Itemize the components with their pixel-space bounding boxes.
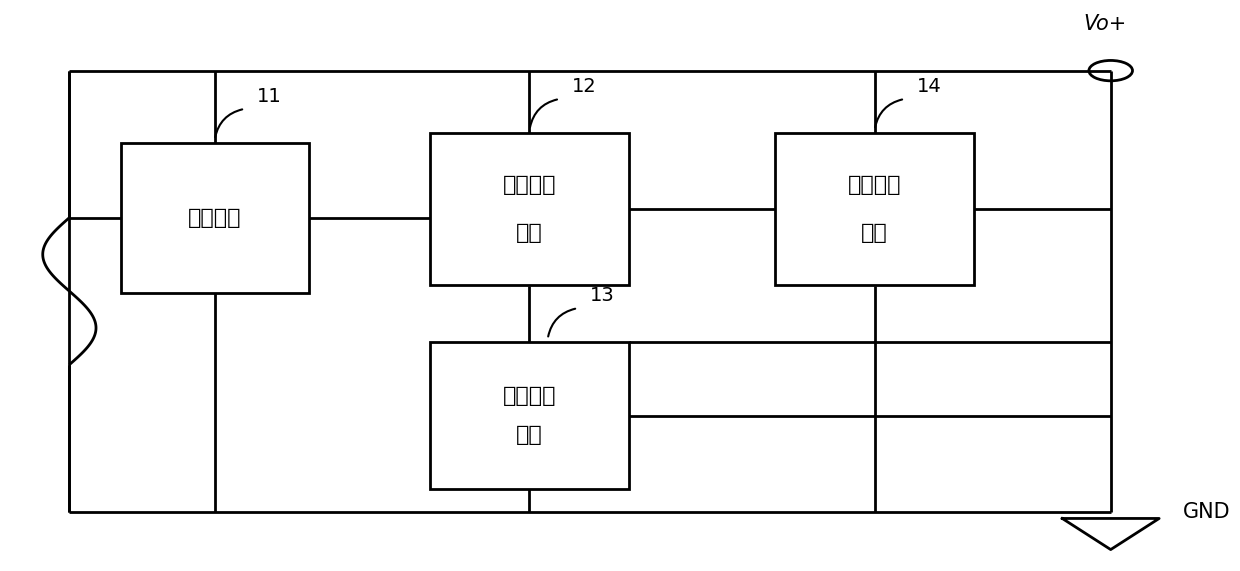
- Text: 电路: 电路: [516, 223, 543, 243]
- Text: 电路: 电路: [862, 223, 888, 243]
- Text: 电压监测: 电压监测: [848, 175, 901, 195]
- Text: 13: 13: [590, 286, 615, 305]
- Text: 开关保护: 开关保护: [502, 175, 557, 195]
- Text: 电路: 电路: [516, 425, 543, 445]
- Bar: [775, 133, 975, 286]
- Text: GND: GND: [1183, 502, 1231, 522]
- Text: 14: 14: [916, 77, 941, 96]
- Text: 11: 11: [257, 87, 281, 106]
- Bar: [120, 143, 309, 292]
- Bar: [429, 342, 630, 489]
- Text: 限压限流: 限压限流: [502, 386, 557, 406]
- Text: Vo+: Vo+: [1083, 14, 1126, 34]
- Text: 12: 12: [572, 77, 596, 96]
- Bar: [429, 133, 630, 286]
- Text: 驱动电路: 驱动电路: [188, 208, 242, 228]
